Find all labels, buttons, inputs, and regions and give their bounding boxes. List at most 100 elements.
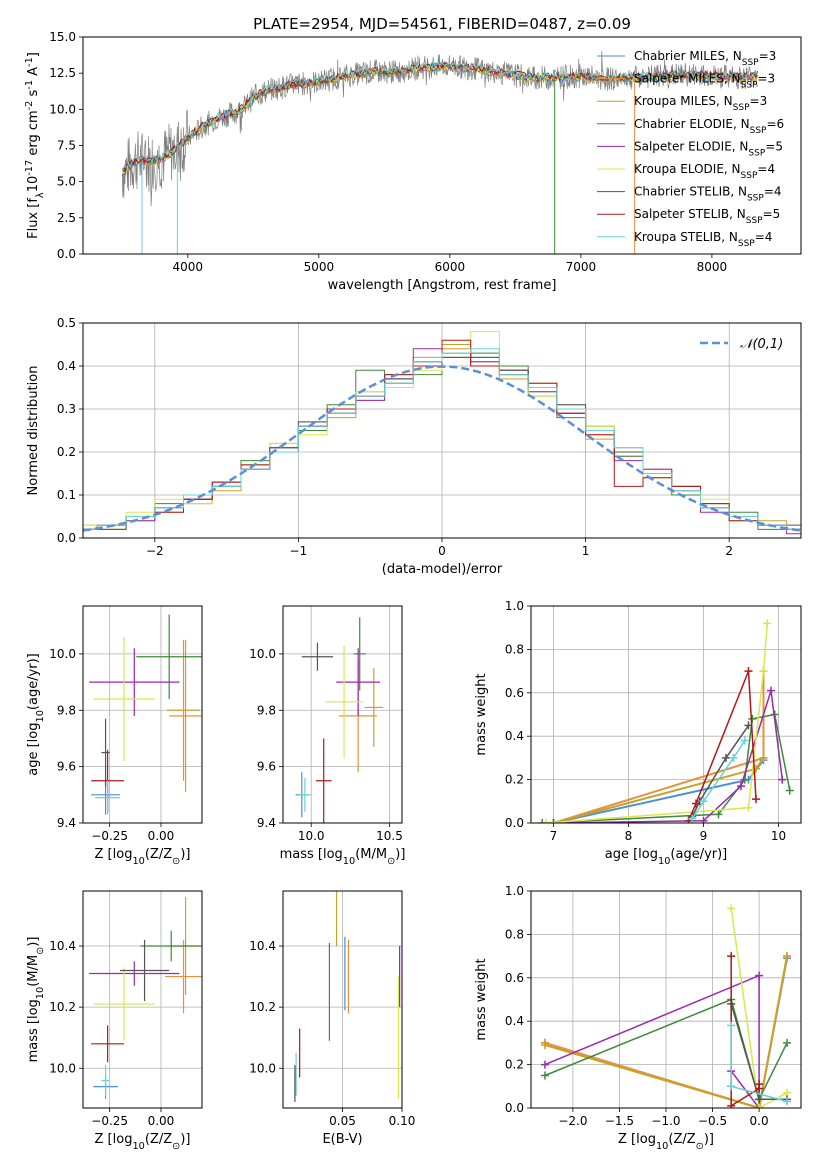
y-tick-label: 0.5	[57, 316, 76, 330]
y-axis-label: mass weight	[474, 673, 489, 755]
x-tick-label: 8000	[697, 260, 728, 274]
age-vs-mass-panel: 10.0 10.5 9.4 9.6 9.8 10.0 mass [log10(M/M⊙)]	[249, 605, 405, 867]
x-axis-label: wavelength [Angstrom, rest frame]	[328, 278, 557, 293]
y-tick-label: 9.6	[57, 760, 76, 774]
x-tick-label: −0.25	[91, 1114, 128, 1128]
mass-vs-ebv-panel: 0.05 0.10 10.0 10.2 10.4 E(B-V)	[249, 890, 416, 1147]
axes-frame	[530, 890, 802, 1109]
x-tick-label: 0.00	[148, 829, 175, 843]
legend: Chabrier MILES, NSSP=3 Salpeter MILES, NS…	[597, 49, 784, 249]
y-tick-label: 1.0	[505, 884, 524, 898]
weight-marker	[729, 753, 738, 762]
legend: 𝒩(0,1)	[700, 337, 783, 352]
weight-marker	[692, 799, 700, 808]
y-tick-label: 0.1	[57, 488, 76, 502]
mass-weight-Z-panel: −2.0 −1.5 −1.0 −0.5 0.0 0.0 0.2 0.4 0.6 0.8 1.0 Z […	[474, 884, 802, 1152]
axes-frame	[82, 36, 802, 255]
x-axis-label: E(B-V)	[322, 1132, 362, 1147]
y-tick-label: 10.4	[49, 939, 76, 953]
x-tick-label: 6000	[435, 260, 466, 274]
model-spectrum-7	[121, 60, 758, 172]
y-tick-label: 9.4	[57, 816, 76, 830]
y-tick-label: 0.4	[505, 1014, 524, 1028]
x-tick-label: 0.10	[389, 1114, 416, 1128]
y-tick-label: 0.2	[505, 1058, 524, 1072]
weight-marker	[783, 952, 792, 961]
legend-label: Salpeter ELODIE, NSSP=5	[634, 139, 783, 158]
axes-frame	[82, 890, 203, 1109]
weight-marker	[778, 775, 787, 784]
x-axis-label: age [log10(age/yr)]	[605, 847, 728, 867]
y-axis-label: mass [log10(M/M⊙)]	[26, 937, 46, 1063]
weight-line-8	[691, 740, 746, 820]
weight-marker	[744, 667, 753, 676]
weight-marker	[722, 753, 730, 762]
plot-area	[283, 606, 402, 823]
weight-marker	[714, 810, 723, 819]
legend-label: Kroupa ELODIE, NSSP=4	[634, 162, 775, 181]
y-tick-label: 0.8	[505, 642, 524, 656]
x-tick-label: 0.05	[329, 1114, 356, 1128]
weight-marker	[727, 1021, 736, 1030]
y-tick-label: 0.4	[505, 729, 524, 743]
plot-background	[531, 606, 801, 823]
plot-background	[83, 606, 202, 823]
weight-marker	[783, 1038, 792, 1047]
y-tick-label: 10.0	[49, 647, 76, 661]
weight-marker	[727, 1082, 736, 1091]
y-tick-label: 10.2	[249, 1000, 276, 1014]
x-tick-label: 0.0	[750, 1114, 769, 1128]
plot-background	[283, 606, 402, 823]
y-tick-label: 0.2	[505, 773, 524, 787]
weight-marker	[748, 714, 757, 723]
weight-line-6	[691, 724, 750, 817]
weight-marker	[727, 1101, 736, 1108]
y-tick-label: 10.2	[49, 1000, 76, 1014]
legend-label: Chabrier STELIB, NSSP=4	[634, 185, 782, 204]
weight-marker	[549, 819, 558, 823]
x-tick-label: 7000	[566, 260, 597, 274]
x-tick-label: −2	[146, 544, 164, 558]
y-tick-label: 0.0	[57, 247, 76, 261]
legend-label: Kroupa STELIB, NSSP=4	[634, 230, 772, 249]
weight-marker	[542, 819, 550, 823]
y-tick-label: 9.4	[257, 816, 276, 830]
weight-marker	[740, 775, 749, 784]
weight-marker	[688, 814, 697, 823]
weight-marker	[727, 904, 736, 913]
weight-marker	[755, 1080, 764, 1089]
weight-marker	[538, 819, 547, 823]
legend-label: Salpeter MILES, NSSP=3	[634, 72, 775, 91]
legend-label: Chabrier ELODIE, NSSP=6	[634, 117, 784, 136]
weight-marker	[783, 1097, 792, 1106]
weight-marker	[540, 1071, 549, 1080]
x-axis-label: Z [log10(Z/Z⊙)]	[95, 847, 191, 867]
weight-marker	[763, 619, 772, 628]
weight-line-5	[545, 623, 769, 823]
x-tick-label: 7	[550, 829, 558, 843]
x-tick-label: 10.5	[376, 829, 403, 843]
weight-line-7	[687, 670, 757, 822]
plot-area	[83, 891, 202, 1108]
plot-area	[83, 606, 202, 823]
mass-vs-Z-panel: −0.25 0.00 10.0 10.2 10.4 Z [log10(Z/Z⊙)] mass…	[26, 890, 203, 1152]
x-tick-label: 9	[700, 829, 708, 843]
y-tick-label: 0.8	[505, 927, 524, 941]
plot-area	[83, 323, 801, 538]
x-tick-label: −2.0	[558, 1114, 587, 1128]
axes-frame	[82, 605, 203, 824]
x-tick-label: 10.0	[298, 829, 325, 843]
x-tick-label: −1.0	[651, 1114, 680, 1128]
y-tick-label: 0.0	[505, 816, 524, 830]
weight-line-2	[544, 955, 788, 1108]
x-tick-label: 0.00	[148, 1114, 175, 1128]
weight-marker	[744, 803, 753, 812]
y-tick-label: 5.0	[57, 175, 76, 189]
age-vs-Z-panel: −0.25 0.00 9.4 9.6 9.8 10.0 Z [log10(Z/Z⊙)] age…	[26, 605, 203, 867]
weight-marker	[727, 952, 736, 961]
y-tick-label: 10.0	[249, 1061, 276, 1075]
y-tick-label: 0.3	[57, 402, 76, 416]
y-axis-label: age [log10(age/yr)]	[26, 653, 46, 776]
weight-marker	[755, 1104, 764, 1108]
